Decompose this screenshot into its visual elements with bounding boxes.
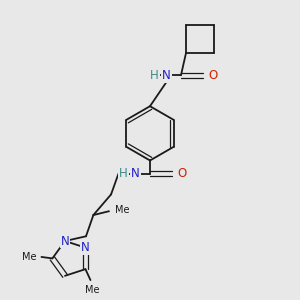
Text: O: O <box>177 167 186 180</box>
Text: N: N <box>61 235 69 248</box>
Text: O: O <box>208 69 217 82</box>
Text: N: N <box>81 241 90 254</box>
Text: Me: Me <box>22 252 36 262</box>
Text: N: N <box>162 69 171 82</box>
Text: Me: Me <box>85 285 99 296</box>
Text: H: H <box>150 69 159 82</box>
Text: Me: Me <box>116 205 130 215</box>
Text: H: H <box>119 167 128 180</box>
Text: N: N <box>131 167 140 180</box>
